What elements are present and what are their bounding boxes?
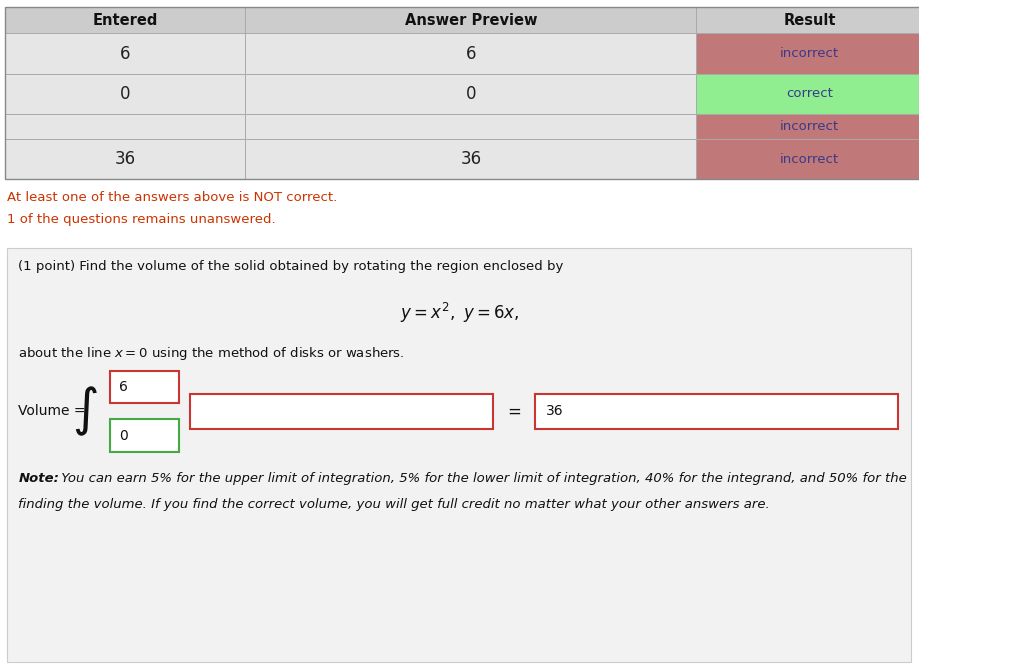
Bar [111, 419, 179, 452]
Text: 36: 36 [115, 151, 135, 168]
Bar [696, 74, 924, 114]
Bar [190, 394, 494, 429]
Text: 1 of the questions remains unanswered.: 1 of the questions remains unanswered. [7, 213, 276, 226]
Text: (1 point) Find the volume of the solid obtained by rotating the region enclosed : (1 point) Find the volume of the solid o… [18, 260, 564, 272]
Text: 0: 0 [466, 85, 476, 102]
Text: Note:: Note: [18, 472, 59, 484]
Text: 0: 0 [120, 85, 130, 102]
Text: 6: 6 [466, 45, 476, 62]
Bar [246, 7, 696, 33]
Bar [696, 114, 924, 139]
Bar [696, 7, 924, 33]
Text: $\int$: $\int$ [72, 385, 97, 438]
Text: about the line $x = 0$ using the method of disks or washers.: about the line $x = 0$ using the method … [18, 345, 406, 361]
Bar [246, 33, 696, 74]
Text: $y = x^2, \ y = 6x,$: $y = x^2, \ y = 6x,$ [399, 301, 519, 325]
Text: incorrect: incorrect [780, 47, 840, 60]
Bar [4, 74, 246, 114]
Text: incorrect: incorrect [780, 120, 840, 133]
Text: Result: Result [783, 13, 836, 27]
Text: incorrect: incorrect [780, 153, 840, 166]
Bar [4, 114, 246, 139]
Text: finding the volume. If you find the correct volume, you will get full credit no : finding the volume. If you find the corr… [18, 498, 770, 511]
Text: 6: 6 [120, 381, 128, 394]
Bar [696, 139, 924, 179]
Text: 36: 36 [546, 405, 563, 418]
Bar [4, 7, 924, 179]
Bar [4, 33, 246, 74]
Bar [246, 139, 696, 179]
Bar [696, 33, 924, 74]
Bar [246, 114, 696, 139]
Text: Volume =: Volume = [18, 405, 86, 418]
Text: 36: 36 [460, 151, 481, 168]
Text: 0: 0 [120, 429, 128, 442]
Text: =: = [507, 403, 521, 420]
Bar [246, 74, 696, 114]
Text: At least one of the answers above is NOT correct.: At least one of the answers above is NOT… [7, 191, 338, 204]
Text: Entered: Entered [92, 13, 158, 27]
Bar [4, 7, 246, 33]
Bar [7, 248, 911, 662]
Bar [4, 139, 246, 179]
Text: You can earn 5% for the upper limit of integration, 5% for the lower limit of in: You can earn 5% for the upper limit of i… [57, 472, 906, 484]
Text: 6: 6 [120, 45, 130, 62]
Bar [111, 371, 179, 403]
Bar [535, 394, 897, 429]
Text: correct: correct [786, 87, 834, 100]
Text: Answer Preview: Answer Preview [404, 13, 537, 27]
